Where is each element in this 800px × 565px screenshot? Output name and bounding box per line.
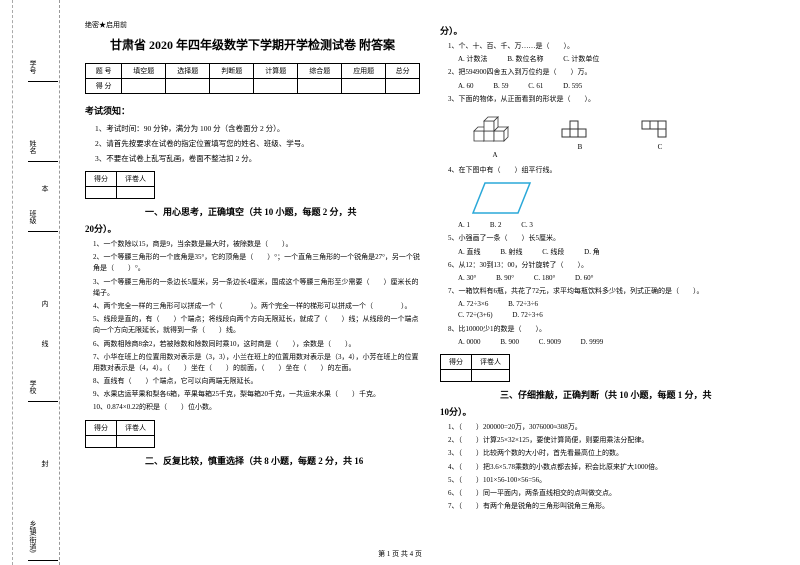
page-container: 学号 姓名 本 班级 内 学校 线 封 乡镇(街道) 绝密★启用前 甘肃省 20… [0,0,800,565]
score-table: 题 号 填空题 选择题 判断题 计算题 综合题 应用题 总分 得 分 [85,63,420,94]
q2-7-opts-b: C. 72÷(3+6) D. 72÷3+6 [458,310,775,321]
section1-cont: 20分）。 [85,222,420,235]
section1-title: 一、用心思考，正确填空（共 10 小题，每题 2 分，共 [85,205,420,218]
q1-9: 9、水果店运苹果和梨各6箱，苹果每箱25千克，梨每箱20千克，一共运来水果（ ）… [93,389,420,400]
q2-6: 6、从12：30到13：00，分针旋转了（ ）。 [448,260,775,271]
q3-1: 1、（ ）200000=20万，3076000≈308万。 [448,422,775,433]
score-mini-table: 得分评卷人 [85,171,155,199]
th-app: 应用题 [342,64,386,79]
margin-label-studentid: 学号 [28,60,58,82]
section3-title: 三、仔细推敲，正确判断（共 10 小题，每题 1 分，共 [440,388,775,401]
mini-grader: 评卷人 [472,355,510,370]
q2-7: 7、一箱饮料有6瓶，共花了72元，求平均每瓶饮料多少钱，列式正确的是（ ）。 [448,286,775,297]
margin-char-feng: 封 [40,460,50,467]
mini-grader: 评卷人 [117,172,155,187]
q2-8-opts: A. 0000 B. 900 C. 9009 D. 9999 [458,337,775,348]
q1-4: 4、两个完全一样的三角形可以拼成一个（ ）。两个完全一样的梯形可以拼成一个（ ）… [93,301,420,312]
mini-score: 得分 [86,420,117,435]
q1-6: 6、两数相除商8余2，若被除数和除数同时乘10，这时商是（ ），余数是（ ）。 [93,339,420,350]
q2-1-opts: A. 计数法 B. 数位名称 C. 计数单位 [458,54,775,65]
q1-1: 1、一个数除以15，商是9，当余数是最大时，被除数是（ ）。 [93,239,420,250]
q2-4: 4、在下图中有（ ）组平行线。 [448,165,775,176]
margin-char-ben: 本 [40,185,50,192]
margin-label-school: 学校 [28,380,58,402]
q2-8: 8、比10000少1的数是（ ）。 [448,324,775,335]
th-judge: 判断题 [210,64,254,79]
confidential-label: 绝密★启用前 [85,20,420,30]
q3-3: 3、（ ）比较两个数的大小时，首先看最高位上的数。 [448,448,775,459]
shape-options: A B C [470,111,775,159]
th-calc: 计算题 [254,64,298,79]
q3-7: 7、（ ）有两个角是锐角的三角形叫锐角三角形。 [448,501,775,512]
q2-6-opts: A. 30° B. 90° C. 180° D. 60° [458,273,775,284]
notice-item: 1、考试时间：90 分钟，满分为 100 分（含卷面分 2 分）。 [95,123,420,135]
staple-line [12,0,13,565]
l-shape-icon [560,119,600,139]
th-total: 总分 [386,64,420,79]
t-shape-icon [640,119,680,139]
section2-title: 二、反复比较，慎重选择（共 8 小题，每题 2 分，共 16 [85,454,420,467]
margin-label-class: 班级 [28,210,58,232]
table-row: 得 分 [86,79,420,94]
q2-3: 3、下面的物体，从正面看到的形状是（ ）。 [448,94,775,105]
td-score: 得 分 [86,79,122,94]
page-footer: 第 1 页 共 4 页 [0,549,800,559]
q2-5-opts: A. 直线 B. 射线 C. 线段 D. 角 [458,247,775,258]
q1-2: 2、一个等腰三角形的一个底角是35°，它的顶角是（ ）°；一个直角三角形的一个锐… [93,252,420,274]
notice-title: 考试须知： [85,104,420,117]
th-fill: 填空题 [122,64,166,79]
right-column: 分）。 1、个、十、百、千、万……是（ ）。 A. 计数法 B. 数位名称 C.… [430,20,785,545]
notice-item: 2、请首先按要求在试卷的指定位置填写您的姓名、班级、学号。 [95,138,420,150]
shape-c: C [640,119,680,151]
section2-cont: 分）。 [440,24,775,37]
shape-b: B [560,119,600,151]
parallelogram-icon [470,178,540,218]
left-column: 绝密★启用前 甘肃省 2020 年四年级数学下学期开学检测试卷 附答案 题 号 … [75,20,430,545]
margin-label-name: 姓名 [28,140,58,162]
q3-5: 5、（ ）101×56-100×56=56。 [448,475,775,486]
q2-7-opts-a: A. 72÷3×6 B. 72÷3÷6 [458,299,775,310]
section3-cont: 10分）。 [440,405,775,418]
q3-2: 2、（ ）计算25×32×125，要使计算简便，则要用乘法分配律。 [448,435,775,446]
th-num: 题 号 [86,64,122,79]
q2-5: 5、小强画了一条（ ）长5厘米。 [448,233,775,244]
q1-8: 8、直线有（ ）个端点，它可以向两端无限延长。 [93,376,420,387]
mini-score: 得分 [86,172,117,187]
mini-score: 得分 [441,355,472,370]
th-choice: 选择题 [166,64,210,79]
score-mini-table-2: 得分评卷人 [85,420,155,448]
cubes-icon [470,111,520,147]
table-row: 题 号 填空题 选择题 判断题 计算题 综合题 应用题 总分 [86,64,420,79]
q2-2-opts: A. 60 B. 59 C. 61 D. 595 [458,81,775,92]
q1-5: 5、线段是直的，有（ ）个端点；将线段向两个方向无限延长，就成了（ ）线；从线段… [93,314,420,336]
margin-char-nei: 内 [40,300,50,307]
q3-6: 6、（ ）同一平面内，两条直线相交的点叫做交点。 [448,488,775,499]
th-comp: 综合题 [298,64,342,79]
q3-4: 4、（ ）把3.6×5.78乘数的小数点都去掉，积会比原来扩大1000倍。 [448,462,775,473]
content-area: 绝密★启用前 甘肃省 2020 年四年级数学下学期开学检测试卷 附答案 题 号 … [60,0,800,565]
mini-grader: 评卷人 [117,420,155,435]
q1-7: 7、小华在班上的位置用数对表示是（3，3），小兰在班上的位置用数对表示是（3，4… [93,352,420,374]
q2-1: 1、个、十、百、千、万……是（ ）。 [448,41,775,52]
q2-2: 2、把594900四舍五入到万位约是（ ）万。 [448,67,775,78]
parallelogram-figure [470,178,775,220]
q1-10: 10、0.874×0.22的积是（ ）位小数。 [93,402,420,413]
binding-margin: 学号 姓名 本 班级 内 学校 线 封 乡镇(街道) [0,0,60,565]
score-mini-table-3: 得分评卷人 [440,354,510,382]
q2-4-opts: A. 1 B. 2 C. 3 [458,220,775,231]
exam-title: 甘肃省 2020 年四年级数学下学期开学检测试卷 附答案 [85,36,420,53]
margin-char-xian: 线 [40,340,50,347]
q1-3: 3、一个等腰三角形的一条边长5厘米，另一条边长4厘米，围成这个等腰三角形至少需要… [93,277,420,299]
notice-item: 3、不要在试卷上乱写乱画，卷面不整洁扣 2 分。 [95,153,420,165]
shape-a: A [470,111,520,159]
